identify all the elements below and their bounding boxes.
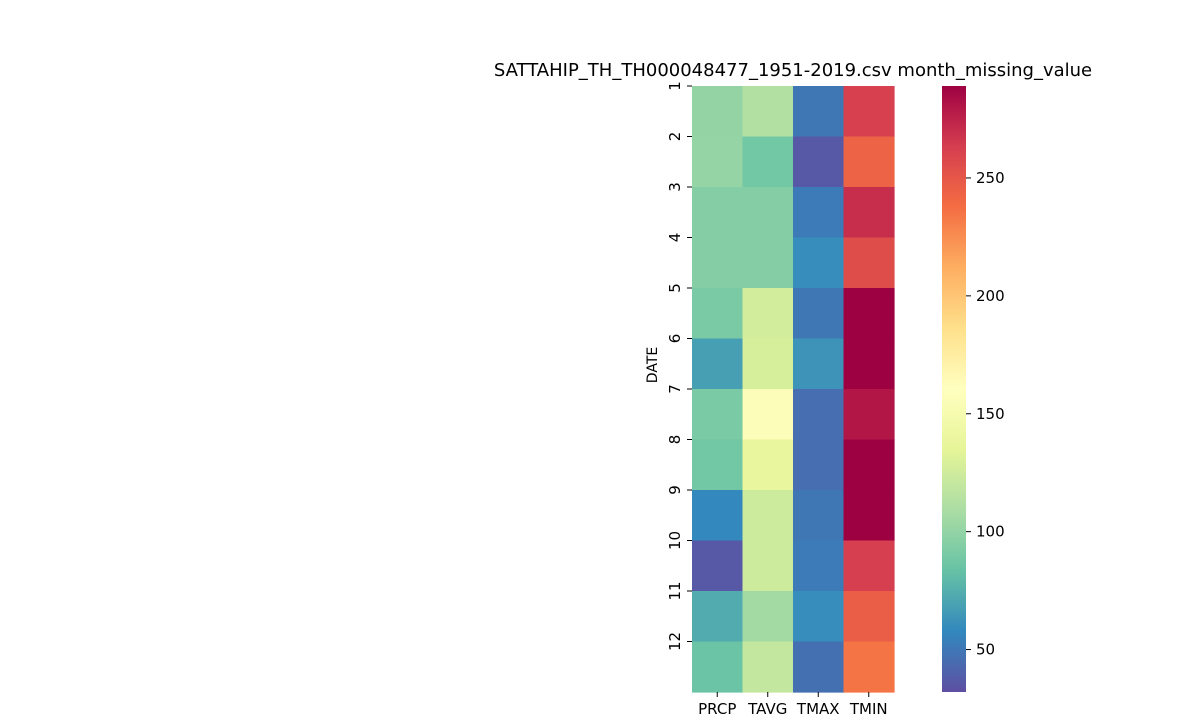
heatmap-cell-9-prcp — [692, 490, 744, 542]
colorbar-tick-label: 250 — [976, 169, 1005, 187]
colorbar-tick-label: 150 — [976, 405, 1005, 423]
heatmap-cell-12-tavg — [742, 641, 794, 693]
heatmap-cell-3-prcp — [692, 187, 744, 239]
heatmap-cell-10-prcp — [692, 540, 744, 592]
heatmap-cell-10-tavg — [742, 540, 794, 592]
heatmap-cell-1-tavg — [742, 86, 794, 138]
heatmap-cell-4-prcp — [692, 237, 744, 289]
heatmap-cell-11-tavg — [742, 591, 794, 643]
colorbar-gradient — [942, 86, 966, 692]
y-tick-label: 4 — [666, 233, 684, 243]
y-tick-label: 10 — [666, 531, 684, 550]
heatmap-cell-9-tmin — [843, 490, 895, 542]
heatmap-cell-7-prcp — [692, 389, 744, 441]
x-tick-label-prcp: PRCP — [698, 700, 736, 718]
heatmap-cell-3-tavg — [742, 187, 794, 239]
heatmap-cell-6-prcp — [692, 338, 744, 390]
heatmap-cell-6-tmin — [843, 338, 895, 390]
heatmap-cell-12-tmin — [843, 641, 895, 693]
heatmap-cell-2-tavg — [742, 136, 794, 188]
heatmap-cell-4-tmin — [843, 237, 895, 289]
heatmap-cell-2-tmin — [843, 136, 895, 188]
heatmap-cell-2-prcp — [692, 136, 744, 188]
heatmap-cell-8-tmax — [793, 439, 845, 491]
heatmap-cell-5-tmax — [793, 288, 845, 340]
y-axis-label: DATE — [645, 347, 661, 383]
heatmap-cell-10-tmax — [793, 540, 845, 592]
y-tick-label: 7 — [666, 384, 684, 394]
x-tick-label-tmin: TMIN — [849, 700, 888, 718]
heatmap-cell-5-tmin — [843, 288, 895, 340]
y-tick-label: 2 — [666, 132, 684, 142]
colorbar: 50 100 150 200 250 — [942, 86, 1005, 692]
x-tick-label-tmax: TMAX — [796, 700, 840, 718]
heatmap-cell-1-prcp — [692, 86, 744, 138]
heatmap-cell-7-tavg — [742, 389, 794, 441]
x-tick-label-tavg: TAVG — [747, 700, 787, 718]
heatmap-cell-5-prcp — [692, 288, 744, 340]
y-tick-label: 12 — [666, 632, 684, 651]
heatmap-cell-2-tmax — [793, 136, 845, 188]
colorbar-tick-label: 200 — [976, 287, 1005, 305]
heatmap-cell-3-tmin — [843, 187, 895, 239]
heatmap-cell-5-tavg — [742, 288, 794, 340]
y-tick-label: 9 — [666, 485, 684, 495]
heatmap-cell-7-tmin — [843, 389, 895, 441]
heatmap-cell-6-tmax — [793, 338, 845, 390]
colorbar-ticks: 50 100 150 200 250 — [966, 169, 1005, 659]
heatmap-cell-4-tavg — [742, 237, 794, 289]
heatmap-cell-1-tmax — [793, 86, 845, 138]
heatmap-cell-12-tmax — [793, 641, 845, 693]
y-tick-label: 1 — [666, 81, 684, 91]
heatmap-grid — [692, 86, 895, 693]
heatmap-cell-4-tmax — [793, 237, 845, 289]
x-axis-ticks: PRCP TAVG TMAX TMIN — [698, 692, 888, 718]
heatmap-cell-10-tmin — [843, 540, 895, 592]
heatmap-cell-12-prcp — [692, 641, 744, 693]
colorbar-tick-label: 50 — [976, 641, 995, 659]
heatmap-cell-6-tavg — [742, 338, 794, 390]
y-tick-label: 11 — [666, 581, 684, 600]
heatmap-cell-9-tavg — [742, 490, 794, 542]
heatmap-cell-11-prcp — [692, 591, 744, 643]
heatmap-cell-11-tmin — [843, 591, 895, 643]
heatmap-cell-8-prcp — [692, 439, 744, 491]
y-tick-label: 5 — [666, 283, 684, 293]
heatmap-cell-8-tavg — [742, 439, 794, 491]
heatmap-cell-7-tmax — [793, 389, 845, 441]
y-tick-label: 6 — [666, 334, 684, 344]
heatmap-cell-3-tmax — [793, 187, 845, 239]
chart-title: SATTAHIP_TH_TH000048477_1951-2019.csv mo… — [494, 60, 1092, 81]
heatmap-cell-11-tmax — [793, 591, 845, 643]
heatmap-cell-1-tmin — [843, 86, 895, 138]
y-tick-label: 8 — [666, 435, 684, 445]
heatmap-cell-8-tmin — [843, 439, 895, 491]
colorbar-tick-label: 100 — [976, 523, 1005, 541]
heatmap-cell-9-tmax — [793, 490, 845, 542]
y-tick-label: 3 — [666, 182, 684, 192]
